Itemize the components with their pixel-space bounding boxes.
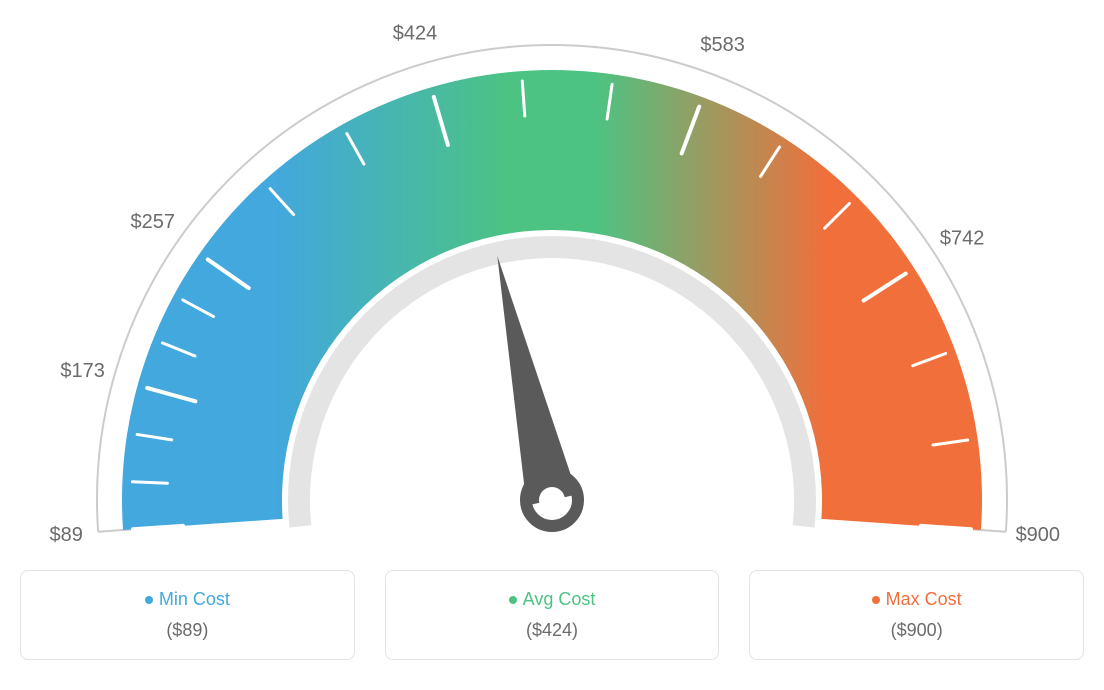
legend-card-avg: Avg Cost ($424) [385, 570, 720, 660]
svg-text:$173: $173 [60, 360, 105, 382]
svg-text:$424: $424 [393, 23, 438, 45]
gauge-svg: $89 $173 $257 $424 $583 $742 $900 [20, 20, 1084, 550]
legend-label-avg: Avg Cost [523, 589, 596, 609]
legend-dot-max [872, 596, 880, 604]
svg-text:$583: $583 [700, 34, 745, 56]
legend-row: Min Cost ($89) Avg Cost ($424) Max Cost … [20, 570, 1084, 660]
svg-text:$89: $89 [49, 524, 82, 546]
legend-label-max: Max Cost [886, 589, 962, 609]
legend-label-min: Min Cost [159, 589, 230, 609]
cost-gauge-widget: $89 $173 $257 $424 $583 $742 $900 Min Cost ($8… [20, 20, 1084, 660]
svg-text:$742: $742 [940, 227, 985, 249]
gauge-chart: $89 $173 $257 $424 $583 $742 $900 [20, 20, 1084, 550]
legend-value-min: ($89) [31, 620, 344, 641]
legend-value-max: ($900) [760, 620, 1073, 641]
legend-title-avg: Avg Cost [396, 589, 709, 610]
legend-value-avg: ($424) [396, 620, 709, 641]
legend-card-min: Min Cost ($89) [20, 570, 355, 660]
legend-dot-min [145, 596, 153, 604]
legend-dot-avg [509, 596, 517, 604]
legend-title-min: Min Cost [31, 589, 344, 610]
svg-text:$257: $257 [131, 211, 176, 233]
svg-text:$900: $900 [1016, 524, 1061, 546]
legend-card-max: Max Cost ($900) [749, 570, 1084, 660]
legend-title-max: Max Cost [760, 589, 1073, 610]
